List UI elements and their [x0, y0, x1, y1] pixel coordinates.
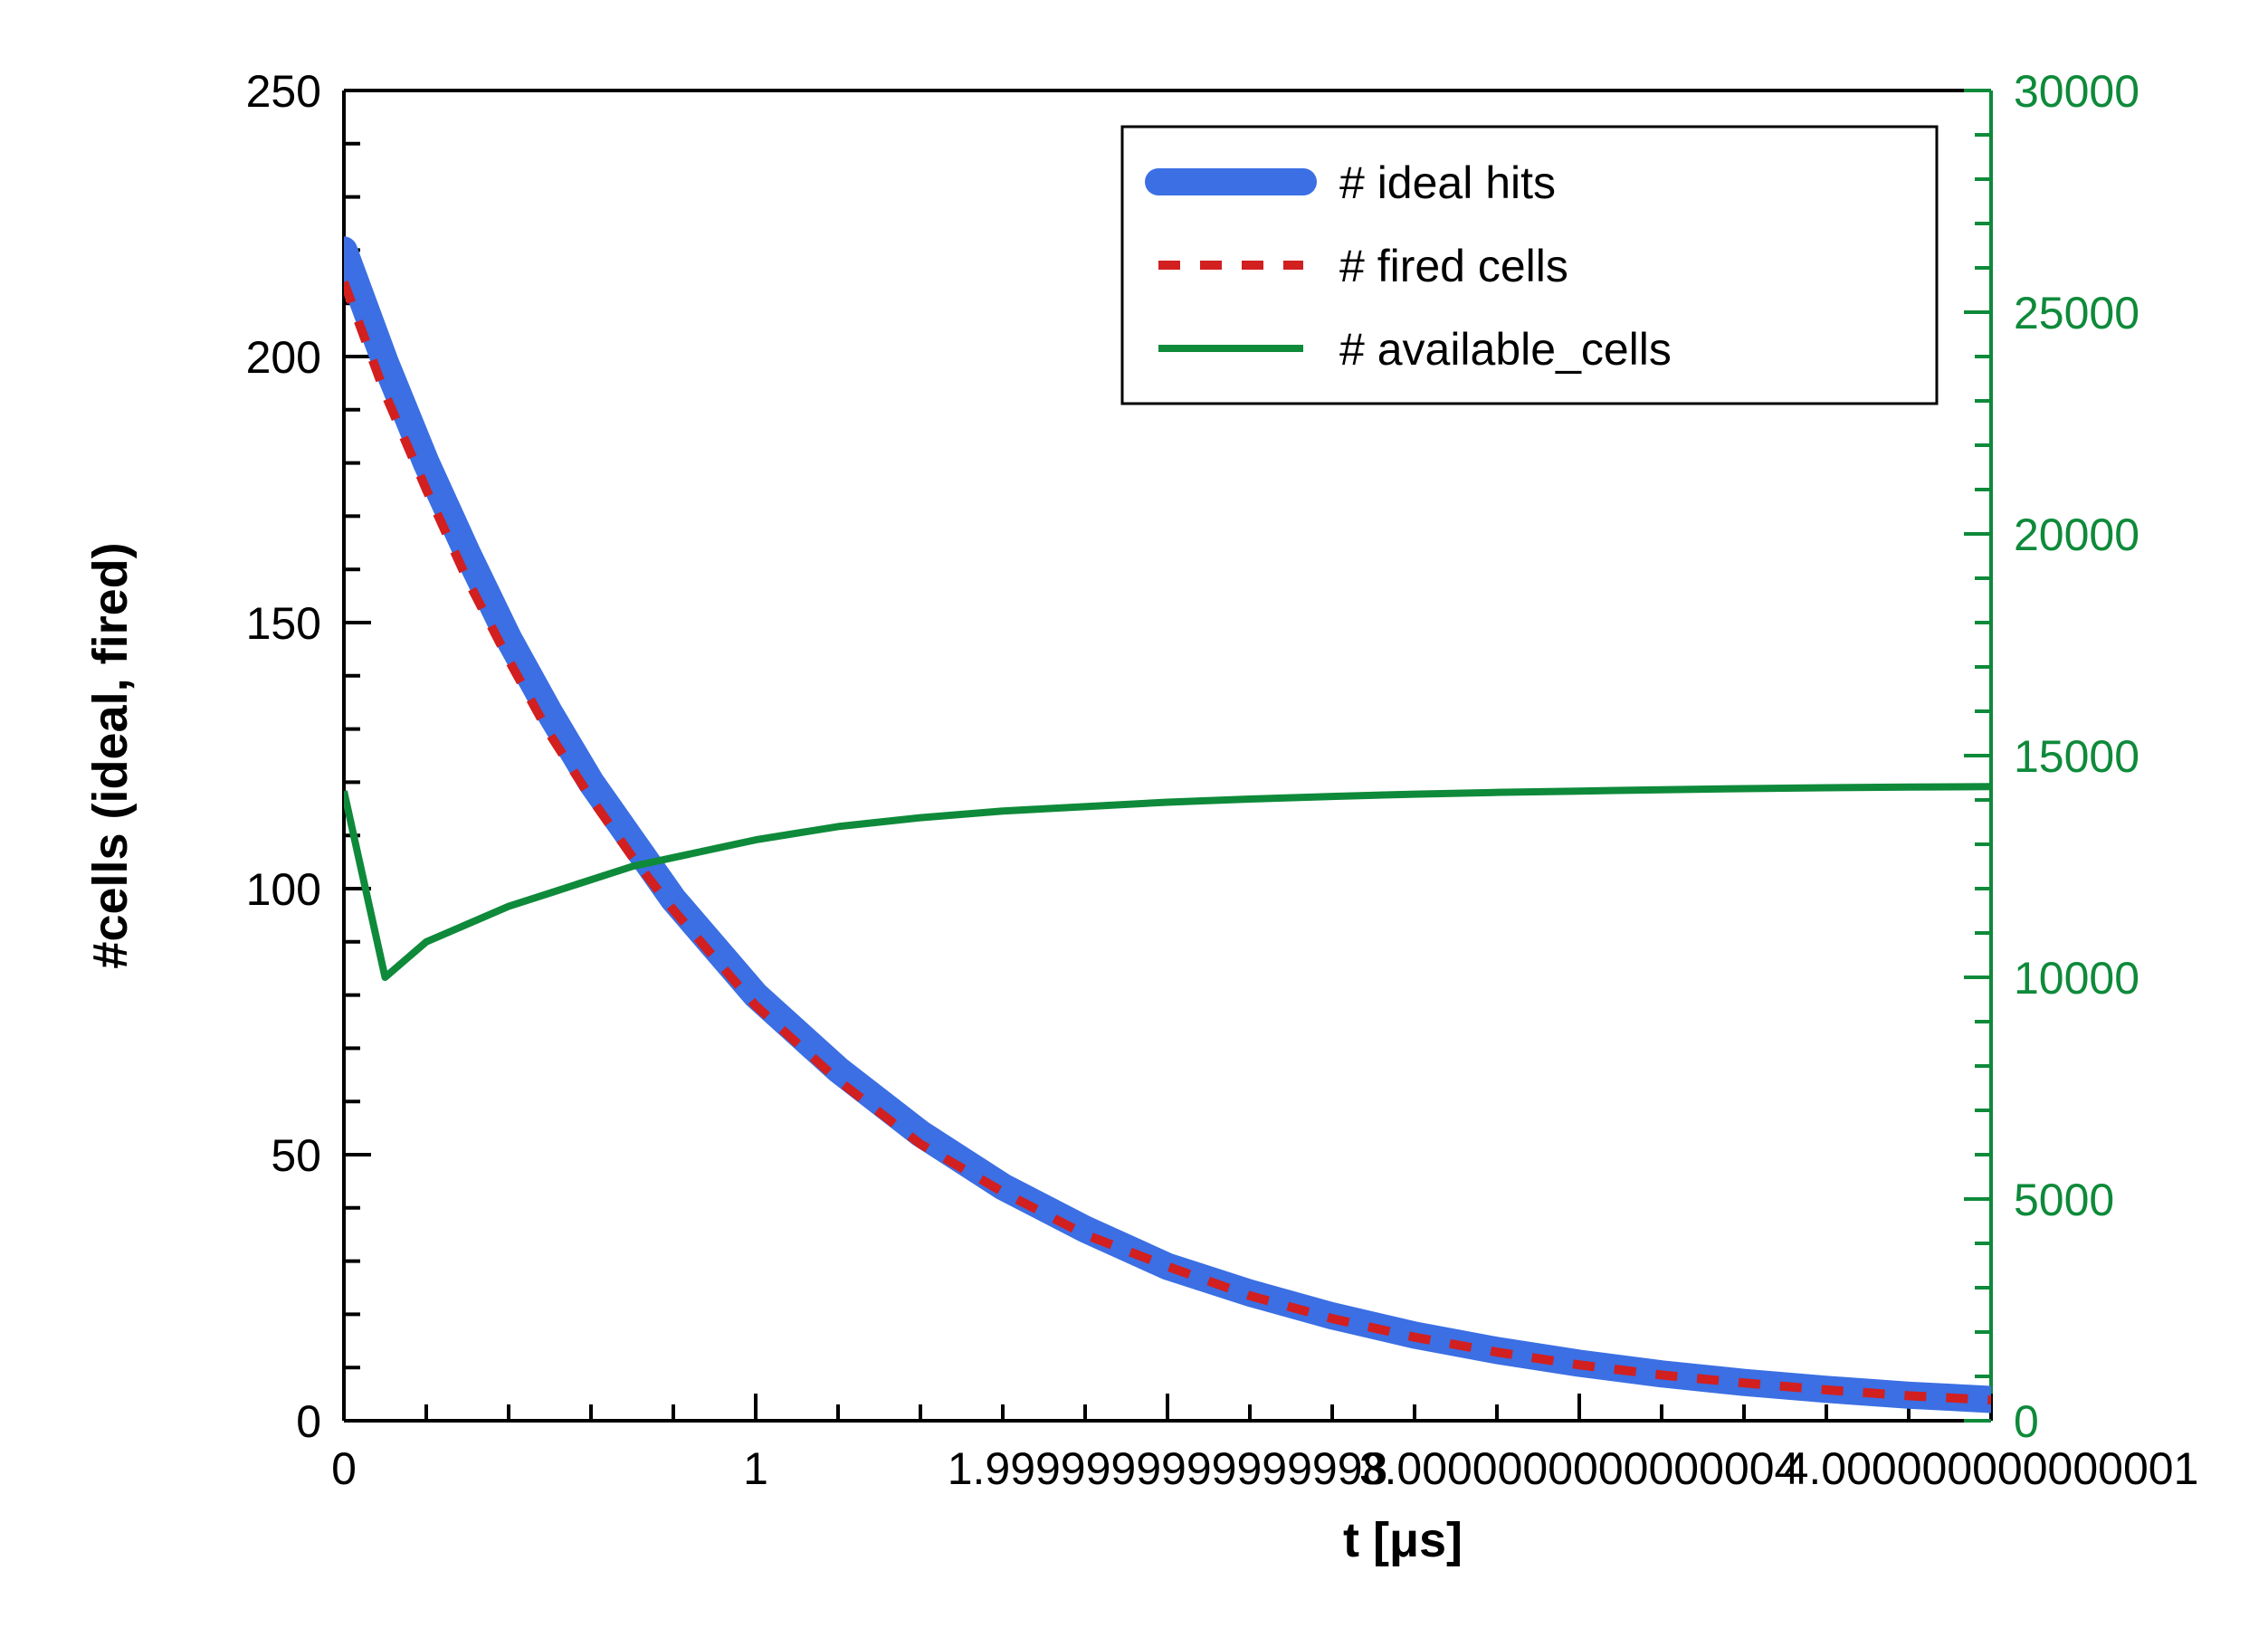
y-right-tick-label: 5000	[2014, 1175, 2114, 1225]
y-left-tick-label: 200	[246, 332, 321, 383]
legend-label: # available_cells	[1339, 324, 1672, 375]
chart-container: 0 1 1.99999999999999983.00000000000000044.…	[0, 0, 2268, 1637]
legend-label: # fired cells	[1339, 241, 1568, 291]
y-right-tick-label: 20000	[2014, 509, 2139, 560]
x-tick-label: 4.000000000000001	[1784, 1443, 2199, 1494]
y-left-tick-label: 150	[246, 598, 321, 649]
legend-label: # ideal hits	[1339, 157, 1556, 208]
y-right-tick-label: 10000	[2014, 953, 2139, 1004]
y-left-tick-label: 100	[246, 864, 321, 915]
x-tick-label: 1	[743, 1443, 768, 1494]
x-tick-label: 0	[331, 1443, 357, 1494]
y-right-tick-label: 30000	[2014, 66, 2139, 117]
legend: # ideal hits # fired cells # available_cel…	[1122, 127, 1937, 404]
x-tick-label: 1.9999999999999998	[948, 1443, 1388, 1494]
y-left-axis-label: #cells (ideal, fired)	[83, 542, 138, 968]
x-tick-label: 3.0000000000000004	[1359, 1443, 1800, 1494]
x-axis-label: t [μs]	[1343, 1513, 1463, 1567]
y-right-tick-label: 25000	[2014, 288, 2139, 338]
y-left-tick-label: 250	[246, 66, 321, 117]
y-left-tick-label: 50	[271, 1130, 321, 1181]
y-right-tick-label: 0	[2014, 1396, 2039, 1447]
y-right-tick-label: 15000	[2014, 731, 2139, 782]
y-left-tick-label: 0	[296, 1396, 321, 1447]
cells-vs-time-chart: 0 1 1.99999999999999983.00000000000000044.…	[0, 0, 2268, 1637]
